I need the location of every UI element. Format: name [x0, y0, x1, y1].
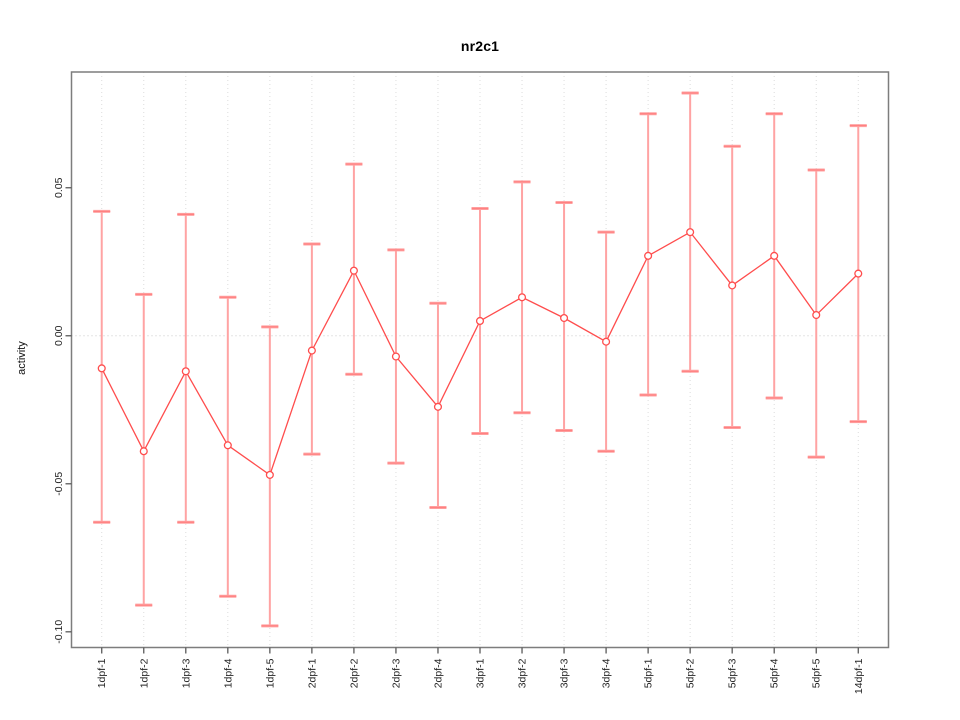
data-point: [854, 269, 863, 278]
y-tick-label: 0.00: [53, 325, 65, 346]
data-point: [181, 367, 190, 376]
y-tick-label: -0.05: [53, 472, 65, 496]
data-point: [223, 441, 232, 450]
x-tick-label: 2dpf-4: [432, 658, 444, 688]
x-tick-label: 5dpf-3: [727, 658, 739, 688]
x-tick-label: 2dpf-3: [390, 658, 402, 688]
data-point: [349, 266, 358, 275]
x-tick-label: 1dpf-4: [222, 658, 234, 688]
y-tick-label: 0.05: [53, 177, 65, 198]
data-point: [517, 293, 527, 302]
data-point: [391, 352, 400, 361]
data-point: [728, 281, 737, 290]
x-tick-label: 2dpf-2: [348, 658, 360, 688]
data-point: [812, 310, 821, 320]
data-point: [265, 470, 274, 479]
x-tick-label: 5dpf-2: [685, 658, 697, 688]
x-tick-label: 14dpf-1: [853, 658, 865, 694]
data-point: [97, 364, 106, 373]
x-tick-label: 3dpf-3: [559, 658, 571, 688]
y-axis-label: activity: [16, 341, 28, 375]
data-point: [602, 337, 611, 346]
x-tick-label: 3dpf-2: [517, 658, 529, 688]
data-point: [560, 313, 569, 323]
chart-title: nr2c1: [460, 38, 500, 54]
x-tick-label: 1dpf-5: [264, 658, 276, 688]
x-tick-label: 5dpf-5: [811, 658, 823, 688]
x-tick-label: 1dpf-2: [138, 658, 150, 688]
data-point: [475, 316, 485, 326]
data-point: [139, 447, 148, 456]
x-tick-label: 5dpf-1: [643, 658, 655, 688]
x-tick-label: 1dpf-3: [180, 658, 192, 688]
x-tick-label: 3dpf-4: [601, 658, 613, 688]
x-tick-label: 3dpf-1: [475, 658, 487, 688]
x-tick-label: 1dpf-1: [96, 658, 108, 688]
data-point: [644, 251, 653, 260]
data-point: [770, 251, 779, 260]
data-point: [686, 228, 695, 237]
data-point: [307, 346, 316, 355]
x-tick-label: 2dpf-1: [306, 658, 318, 688]
data-point: [433, 402, 443, 411]
x-tick-label: 5dpf-4: [769, 658, 781, 688]
y-tick-label: -0.10: [53, 620, 65, 644]
